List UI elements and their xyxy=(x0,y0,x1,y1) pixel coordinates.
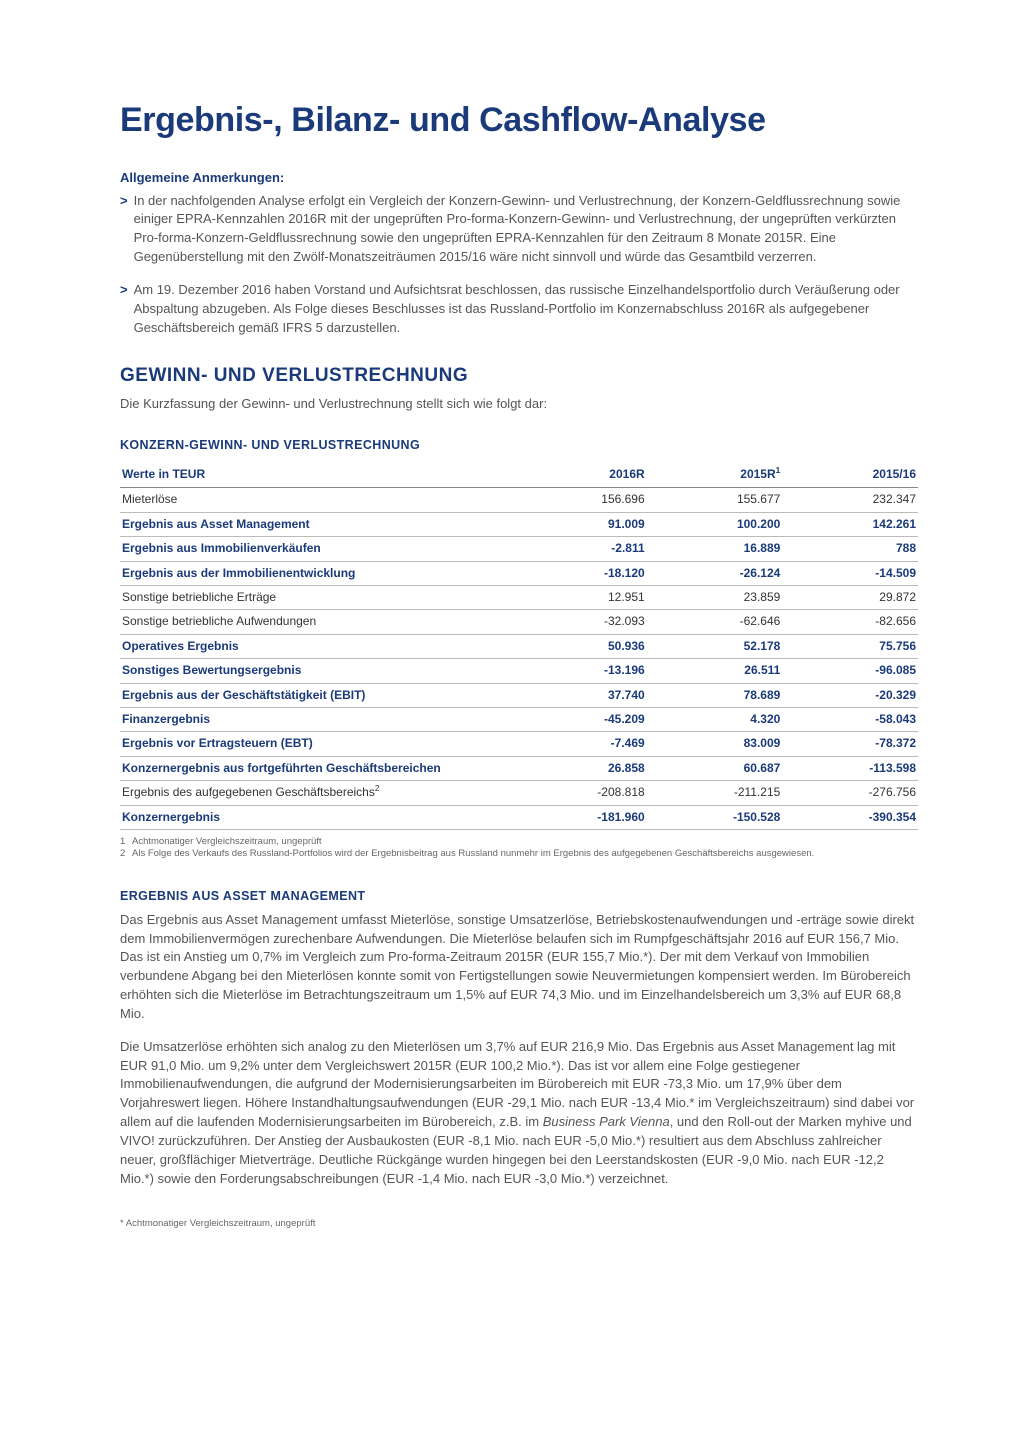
paragraph: Das Ergebnis aus Asset Management umfass… xyxy=(120,911,918,1024)
table-row: Ergebnis aus Asset Management91.009100.2… xyxy=(120,512,918,536)
notes-heading: Allgemeine Anmerkungen: xyxy=(120,169,918,188)
footnote: 1Achtmonatiger Vergleichszeitraum, ungep… xyxy=(120,836,918,848)
table-row: Sonstige betriebliche Aufwendungen-32.09… xyxy=(120,610,918,634)
row-value: -18.120 xyxy=(511,561,647,585)
row-label: Sonstige betriebliche Aufwendungen xyxy=(120,610,511,634)
row-value: -150.528 xyxy=(647,805,783,829)
row-value: -276.756 xyxy=(782,781,918,805)
chevron-right-icon: > xyxy=(120,192,128,267)
row-value: 60.687 xyxy=(647,756,783,780)
pl-table: Werte in TEUR 2016R 2015R1 2015/16 Miete… xyxy=(120,462,918,830)
row-value: 50.936 xyxy=(511,634,647,658)
row-value: -32.093 xyxy=(511,610,647,634)
row-value: 37.740 xyxy=(511,683,647,707)
asterisk-footnote: * Achtmonatiger Vergleichszeitraum, unge… xyxy=(120,1217,918,1231)
row-value: -113.598 xyxy=(782,756,918,780)
row-value: 142.261 xyxy=(782,512,918,536)
table-row: Finanzergebnis-45.2094.320-58.043 xyxy=(120,707,918,731)
row-label: Ergebnis des aufgegebenen Geschäftsberei… xyxy=(120,781,511,805)
table-row: Ergebnis des aufgegebenen Geschäftsberei… xyxy=(120,781,918,805)
row-value: -211.215 xyxy=(647,781,783,805)
table-row: Ergebnis aus der Immobilienentwicklung-1… xyxy=(120,561,918,585)
row-label: Ergebnis aus der Immobilienentwicklung xyxy=(120,561,511,585)
row-value: 52.178 xyxy=(647,634,783,658)
table-row: Konzernergebnis-181.960-150.528-390.354 xyxy=(120,805,918,829)
row-value: 156.696 xyxy=(511,488,647,512)
row-value: -14.509 xyxy=(782,561,918,585)
row-value: -26.124 xyxy=(647,561,783,585)
note-text: Am 19. Dezember 2016 haben Vorstand und … xyxy=(134,281,918,338)
row-value: 4.320 xyxy=(647,707,783,731)
row-value: -62.646 xyxy=(647,610,783,634)
row-value: -45.209 xyxy=(511,707,647,731)
row-label: Sonstiges Bewertungsergebnis xyxy=(120,659,511,683)
subsection-heading: ERGEBNIS AUS ASSET MANAGEMENT xyxy=(120,887,918,905)
row-value: 29.872 xyxy=(782,586,918,610)
section-intro: Die Kurzfassung der Gewinn- und Verlustr… xyxy=(120,395,918,414)
row-label: Ergebnis aus Asset Management xyxy=(120,512,511,536)
chevron-right-icon: > xyxy=(120,281,128,338)
row-label: Sonstige betriebliche Erträge xyxy=(120,586,511,610)
table-row: Operatives Ergebnis50.93652.17875.756 xyxy=(120,634,918,658)
row-value: 100.200 xyxy=(647,512,783,536)
row-value: -96.085 xyxy=(782,659,918,683)
row-value: -181.960 xyxy=(511,805,647,829)
footnote: 2Als Folge des Verkaufs des Russland-Por… xyxy=(120,848,918,860)
row-label: Konzernergebnis xyxy=(120,805,511,829)
row-label: Mieterlöse xyxy=(120,488,511,512)
table-footnotes: 1Achtmonatiger Vergleichszeitraum, ungep… xyxy=(120,836,918,861)
row-label: Ergebnis vor Ertragsteuern (EBT) xyxy=(120,732,511,756)
row-value: -58.043 xyxy=(782,707,918,731)
row-value: 75.756 xyxy=(782,634,918,658)
row-value: -82.656 xyxy=(782,610,918,634)
row-value: 26.511 xyxy=(647,659,783,683)
note-item: > In der nachfolgenden Analyse erfolgt e… xyxy=(120,192,918,267)
row-value: 91.009 xyxy=(511,512,647,536)
row-value: 16.889 xyxy=(647,537,783,561)
table-row: Ergebnis vor Ertragsteuern (EBT)-7.46983… xyxy=(120,732,918,756)
row-value: -13.196 xyxy=(511,659,647,683)
row-value: -208.818 xyxy=(511,781,647,805)
row-value: 23.859 xyxy=(647,586,783,610)
page-title: Ergebnis-, Bilanz- und Cashflow-Analyse xyxy=(120,100,918,141)
row-value: 78.689 xyxy=(647,683,783,707)
row-label: Operatives Ergebnis xyxy=(120,634,511,658)
row-value: 12.951 xyxy=(511,586,647,610)
row-label: Ergebnis aus der Geschäftstätigkeit (EBI… xyxy=(120,683,511,707)
table-header-col2: 2015R1 xyxy=(647,462,783,488)
row-value: 26.858 xyxy=(511,756,647,780)
paragraph: Die Umsatzerlöse erhöhten sich analog zu… xyxy=(120,1038,918,1189)
table-header-label: Werte in TEUR xyxy=(120,462,511,488)
table-row: Ergebnis aus Immobilienverkäufen-2.81116… xyxy=(120,537,918,561)
row-value: 788 xyxy=(782,537,918,561)
row-value: -2.811 xyxy=(511,537,647,561)
table-row: Ergebnis aus der Geschäftstätigkeit (EBI… xyxy=(120,683,918,707)
row-label: Finanzergebnis xyxy=(120,707,511,731)
note-item: > Am 19. Dezember 2016 haben Vorstand un… xyxy=(120,281,918,338)
table-header-col1: 2016R xyxy=(511,462,647,488)
note-text: In der nachfolgenden Analyse erfolgt ein… xyxy=(134,192,918,267)
row-value: 155.677 xyxy=(647,488,783,512)
table-title: KONZERN-GEWINN- UND VERLUSTRECHNUNG xyxy=(120,436,918,454)
table-row: Sonstiges Bewertungsergebnis-13.19626.51… xyxy=(120,659,918,683)
row-value: -78.372 xyxy=(782,732,918,756)
section-heading: GEWINN- UND VERLUSTRECHNUNG xyxy=(120,362,918,390)
row-value: -390.354 xyxy=(782,805,918,829)
row-value: -7.469 xyxy=(511,732,647,756)
row-label: Konzernergebnis aus fortgeführten Geschä… xyxy=(120,756,511,780)
table-header-col3: 2015/16 xyxy=(782,462,918,488)
row-value: 83.009 xyxy=(647,732,783,756)
table-row: Sonstige betriebliche Erträge12.95123.85… xyxy=(120,586,918,610)
table-row: Mieterlöse156.696155.677232.347 xyxy=(120,488,918,512)
table-row: Konzernergebnis aus fortgeführten Geschä… xyxy=(120,756,918,780)
row-value: -20.329 xyxy=(782,683,918,707)
row-value: 232.347 xyxy=(782,488,918,512)
row-label: Ergebnis aus Immobilienverkäufen xyxy=(120,537,511,561)
